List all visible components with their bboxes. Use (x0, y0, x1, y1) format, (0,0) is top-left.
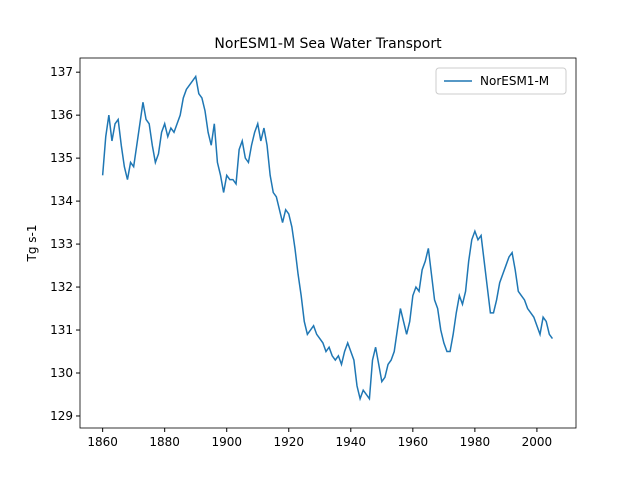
chart-title: NorESM1-M Sea Water Transport (214, 36, 442, 52)
x-tick-label: 1860 (87, 435, 118, 449)
y-tick-label: 132 (50, 280, 73, 294)
plot-frame (79, 57, 577, 429)
x-tick-label: 1960 (398, 435, 429, 449)
legend-box (435, 67, 567, 95)
x-tick-label: 1900 (211, 435, 242, 449)
y-tick-label: 133 (50, 237, 73, 251)
y-tick-label: 137 (50, 65, 73, 79)
y-tick-label: 135 (50, 151, 73, 165)
y-tick-label: 129 (50, 409, 73, 423)
y-tick-label: 134 (50, 194, 73, 208)
x-tick-label: 2000 (522, 435, 553, 449)
y-tick-label: 136 (50, 108, 73, 122)
y-tick-label: 130 (50, 366, 73, 380)
legend-label: NorESM1-M (480, 74, 549, 88)
data-line (101, 74, 554, 402)
x-tick-label: 1920 (273, 435, 304, 449)
y-tick-label: 131 (50, 323, 73, 337)
x-tick-label: 1980 (460, 435, 491, 449)
x-tick-label: 1880 (149, 435, 180, 449)
y-axis-label: Tg s-1 (25, 225, 39, 263)
x-tick-label: 1940 (336, 435, 367, 449)
